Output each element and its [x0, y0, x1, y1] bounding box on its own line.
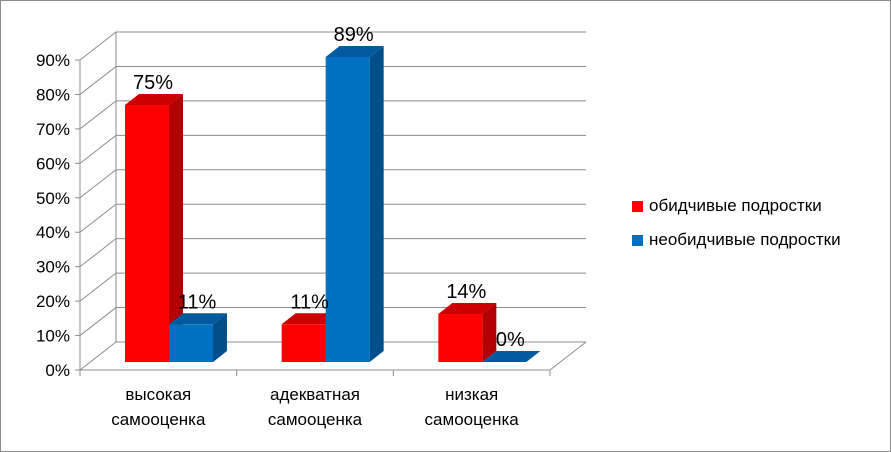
- data-label: 75%: [133, 72, 173, 94]
- legend-label: необидчивые подростки: [649, 230, 841, 249]
- data-label: 11%: [290, 291, 329, 313]
- bars: [125, 45, 541, 362]
- y-tick-label: 50%: [36, 189, 70, 208]
- y-tick-label: 90%: [36, 51, 70, 70]
- bar-offended-2: [438, 303, 497, 362]
- legend-item-offended: обидчивые подростки: [632, 195, 841, 217]
- data-label: 89%: [334, 24, 374, 46]
- category-label: высокая самооценка: [111, 385, 206, 429]
- data-label: 0%: [496, 329, 525, 351]
- category-label: адекватная самооценка: [268, 385, 363, 429]
- bar-not-offended-2: [482, 351, 541, 362]
- y-tick-label: 0%: [45, 361, 70, 380]
- legend-swatch-blue: [632, 234, 643, 246]
- y-tick-label: 60%: [36, 154, 70, 173]
- data-label: 14%: [446, 281, 486, 303]
- data-labels: 75% 11% 11% 89% 14% 0%: [133, 24, 525, 351]
- y-tick-label: 20%: [36, 292, 70, 311]
- y-tick-label: 80%: [36, 85, 70, 104]
- legend-label: обидчивые подростки: [649, 196, 822, 215]
- axes: [75, 32, 587, 376]
- bar-offended-0: [125, 93, 183, 362]
- legend-swatch-red: [632, 200, 643, 212]
- y-tick-label: 70%: [36, 120, 70, 139]
- y-tick-label: 10%: [36, 327, 70, 346]
- legend-item-not-offended: необидчивые подростки: [632, 229, 841, 251]
- category-label: низкая самооценка: [425, 385, 520, 429]
- y-tick-labels: 0% 10% 20% 30% 40% 50% 60% 70% 80% 90%: [36, 51, 70, 380]
- y-tick-label: 30%: [36, 258, 70, 277]
- data-label: 11%: [178, 291, 217, 313]
- legend: обидчивые подростки необидчивые подростк…: [632, 195, 841, 263]
- bar-not-offended-0: [169, 313, 227, 362]
- y-tick-label: 40%: [36, 223, 70, 242]
- category-labels: высокая самооценка адекватная самооценка низ…: [111, 385, 519, 429]
- bar-not-offended-1: [325, 45, 384, 362]
